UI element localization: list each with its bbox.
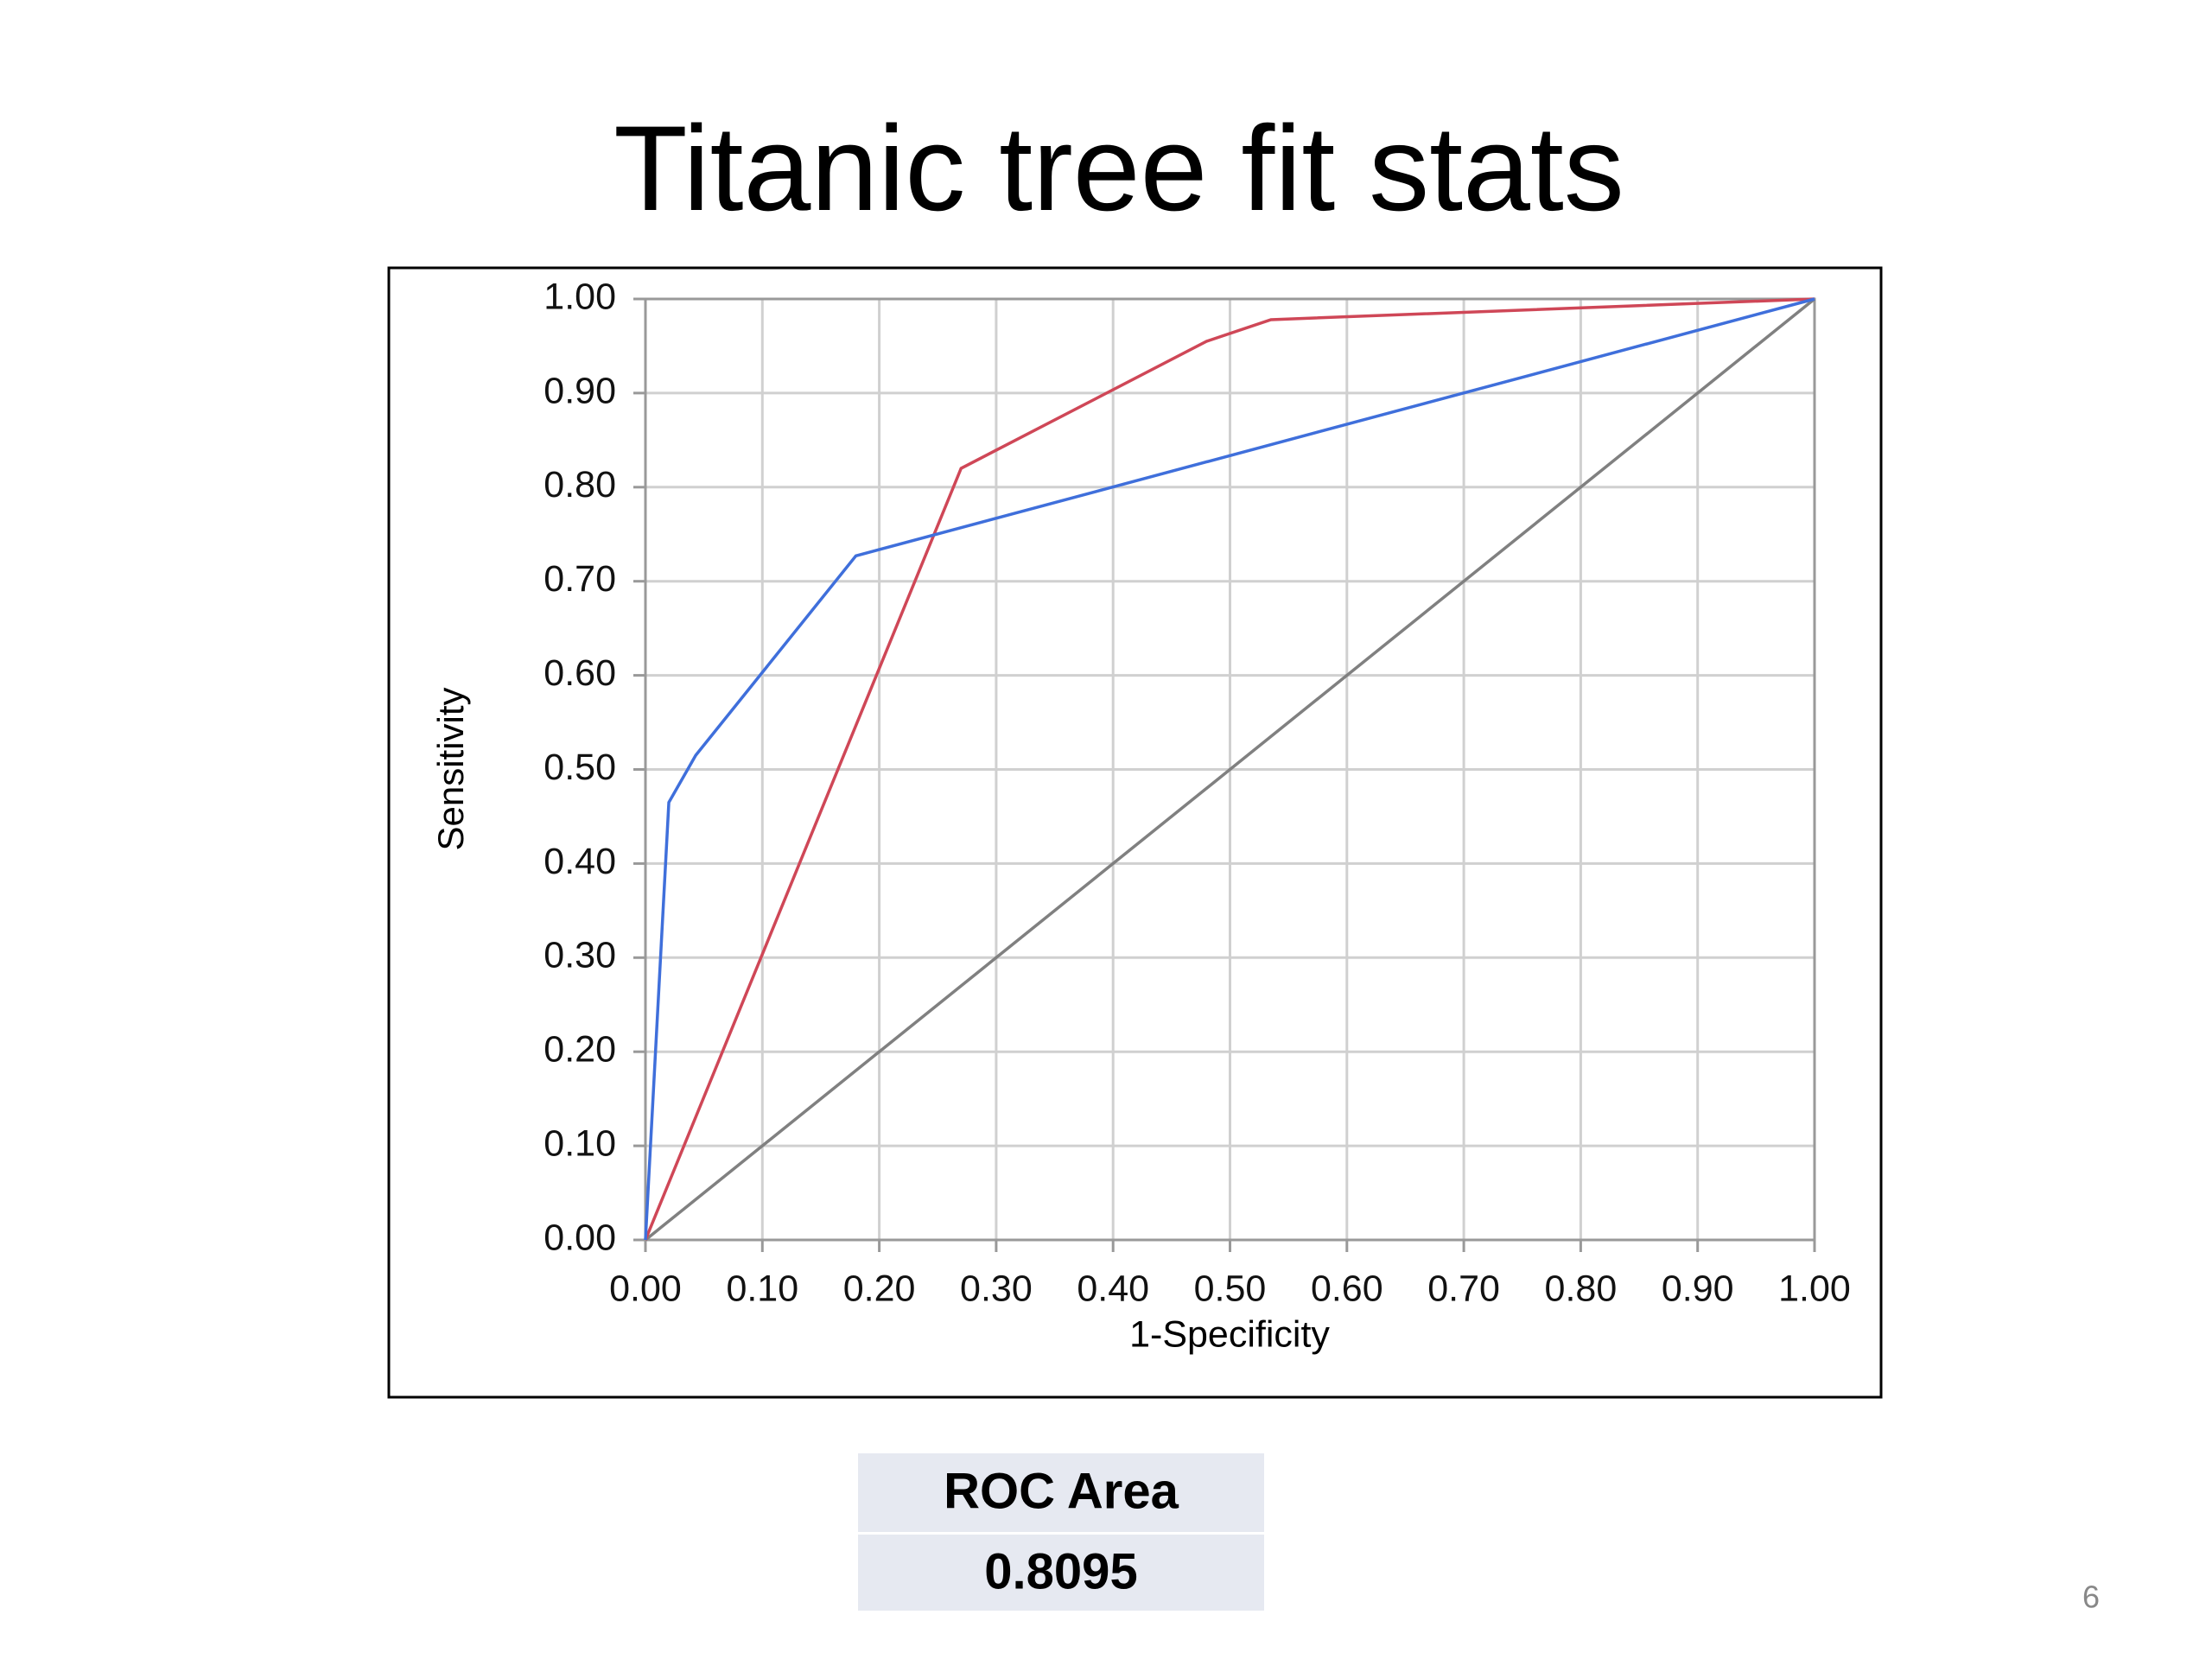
y-tick-label: 0.70 [543,558,616,600]
x-tick-label: 0.00 [609,1268,682,1309]
series-line [644,297,1815,1241]
x-tick-label: 1.00 [1778,1268,1851,1309]
x-tick-label: 0.10 [726,1268,798,1309]
series-line [644,297,1816,1242]
y-tick-label: 0.90 [543,370,616,411]
x-tick-label: 0.60 [1311,1268,1383,1309]
y-tick-label: 0.60 [543,652,616,694]
table-header: ROC Area [944,1463,1179,1519]
x-tick-label: 0.20 [843,1268,916,1309]
slide-title: Titanic tree fit stats [613,100,1624,236]
y-tick-label: 1.00 [543,276,616,317]
y-tick-label: 0.50 [543,747,616,788]
y-tick-label: 0.10 [543,1122,616,1164]
x-tick-label: 0.80 [1545,1268,1618,1309]
y-tick-label: 0.30 [543,935,616,976]
y-axis-label: Sensitivity [430,687,471,850]
x-axis-label: 1-Specificity [1129,1313,1330,1355]
x-tick-label: 0.50 [1194,1268,1267,1309]
y-tick-label: 0.00 [543,1217,616,1258]
x-tick-label: 0.30 [960,1268,1033,1309]
y-tick-label: 0.80 [543,464,616,505]
chart-frame [387,266,1883,1399]
series-line [644,297,1815,1241]
axis-frame [644,297,1816,1242]
x-tick-label: 0.70 [1427,1268,1500,1309]
table-value: 0.8095 [984,1543,1137,1599]
x-tick-label: 0.90 [1662,1268,1734,1309]
table-header-cell [858,1453,1264,1532]
table-value-cell [858,1535,1264,1611]
x-tick-label: 0.40 [1077,1268,1149,1309]
y-tick-label: 0.20 [543,1029,616,1071]
y-tick-label: 0.40 [543,841,616,882]
page-number: 6 [2082,1580,2100,1615]
